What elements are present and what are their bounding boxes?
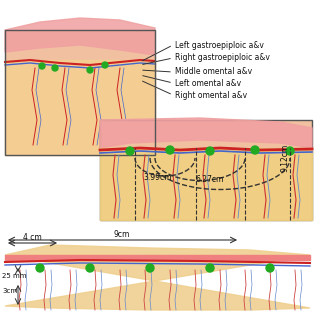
Text: Left gastroepiploic a&v: Left gastroepiploic a&v bbox=[175, 41, 264, 50]
Text: Middle omental a&v: Middle omental a&v bbox=[175, 68, 252, 76]
Polygon shape bbox=[5, 18, 155, 55]
Polygon shape bbox=[100, 118, 312, 148]
Text: 6.27cm: 6.27cm bbox=[196, 175, 224, 185]
Circle shape bbox=[36, 264, 44, 272]
Polygon shape bbox=[5, 245, 310, 310]
Circle shape bbox=[146, 264, 154, 272]
Circle shape bbox=[102, 62, 108, 68]
Text: 9.12cm: 9.12cm bbox=[281, 144, 290, 172]
Polygon shape bbox=[5, 60, 155, 155]
Text: 9cm: 9cm bbox=[114, 230, 130, 239]
Text: 3cm: 3cm bbox=[2, 288, 17, 294]
Polygon shape bbox=[5, 30, 155, 155]
Circle shape bbox=[266, 264, 274, 272]
Text: Right gastroepiploic a&v: Right gastroepiploic a&v bbox=[175, 53, 270, 62]
Polygon shape bbox=[100, 120, 312, 220]
Circle shape bbox=[286, 147, 294, 155]
Circle shape bbox=[206, 147, 214, 155]
Text: Right omental a&v: Right omental a&v bbox=[175, 91, 247, 100]
Text: 3.99cm: 3.99cm bbox=[144, 173, 172, 182]
Text: Left omental a&v: Left omental a&v bbox=[175, 78, 241, 87]
Circle shape bbox=[251, 146, 259, 154]
Circle shape bbox=[87, 67, 93, 73]
Circle shape bbox=[39, 63, 45, 69]
Circle shape bbox=[206, 264, 214, 272]
Text: 4 cm: 4 cm bbox=[23, 233, 41, 242]
Circle shape bbox=[52, 65, 58, 71]
Polygon shape bbox=[5, 255, 310, 260]
Circle shape bbox=[126, 147, 134, 155]
Circle shape bbox=[166, 146, 174, 154]
Circle shape bbox=[86, 264, 94, 272]
Text: 25 mm: 25 mm bbox=[2, 273, 27, 279]
Polygon shape bbox=[100, 148, 312, 220]
